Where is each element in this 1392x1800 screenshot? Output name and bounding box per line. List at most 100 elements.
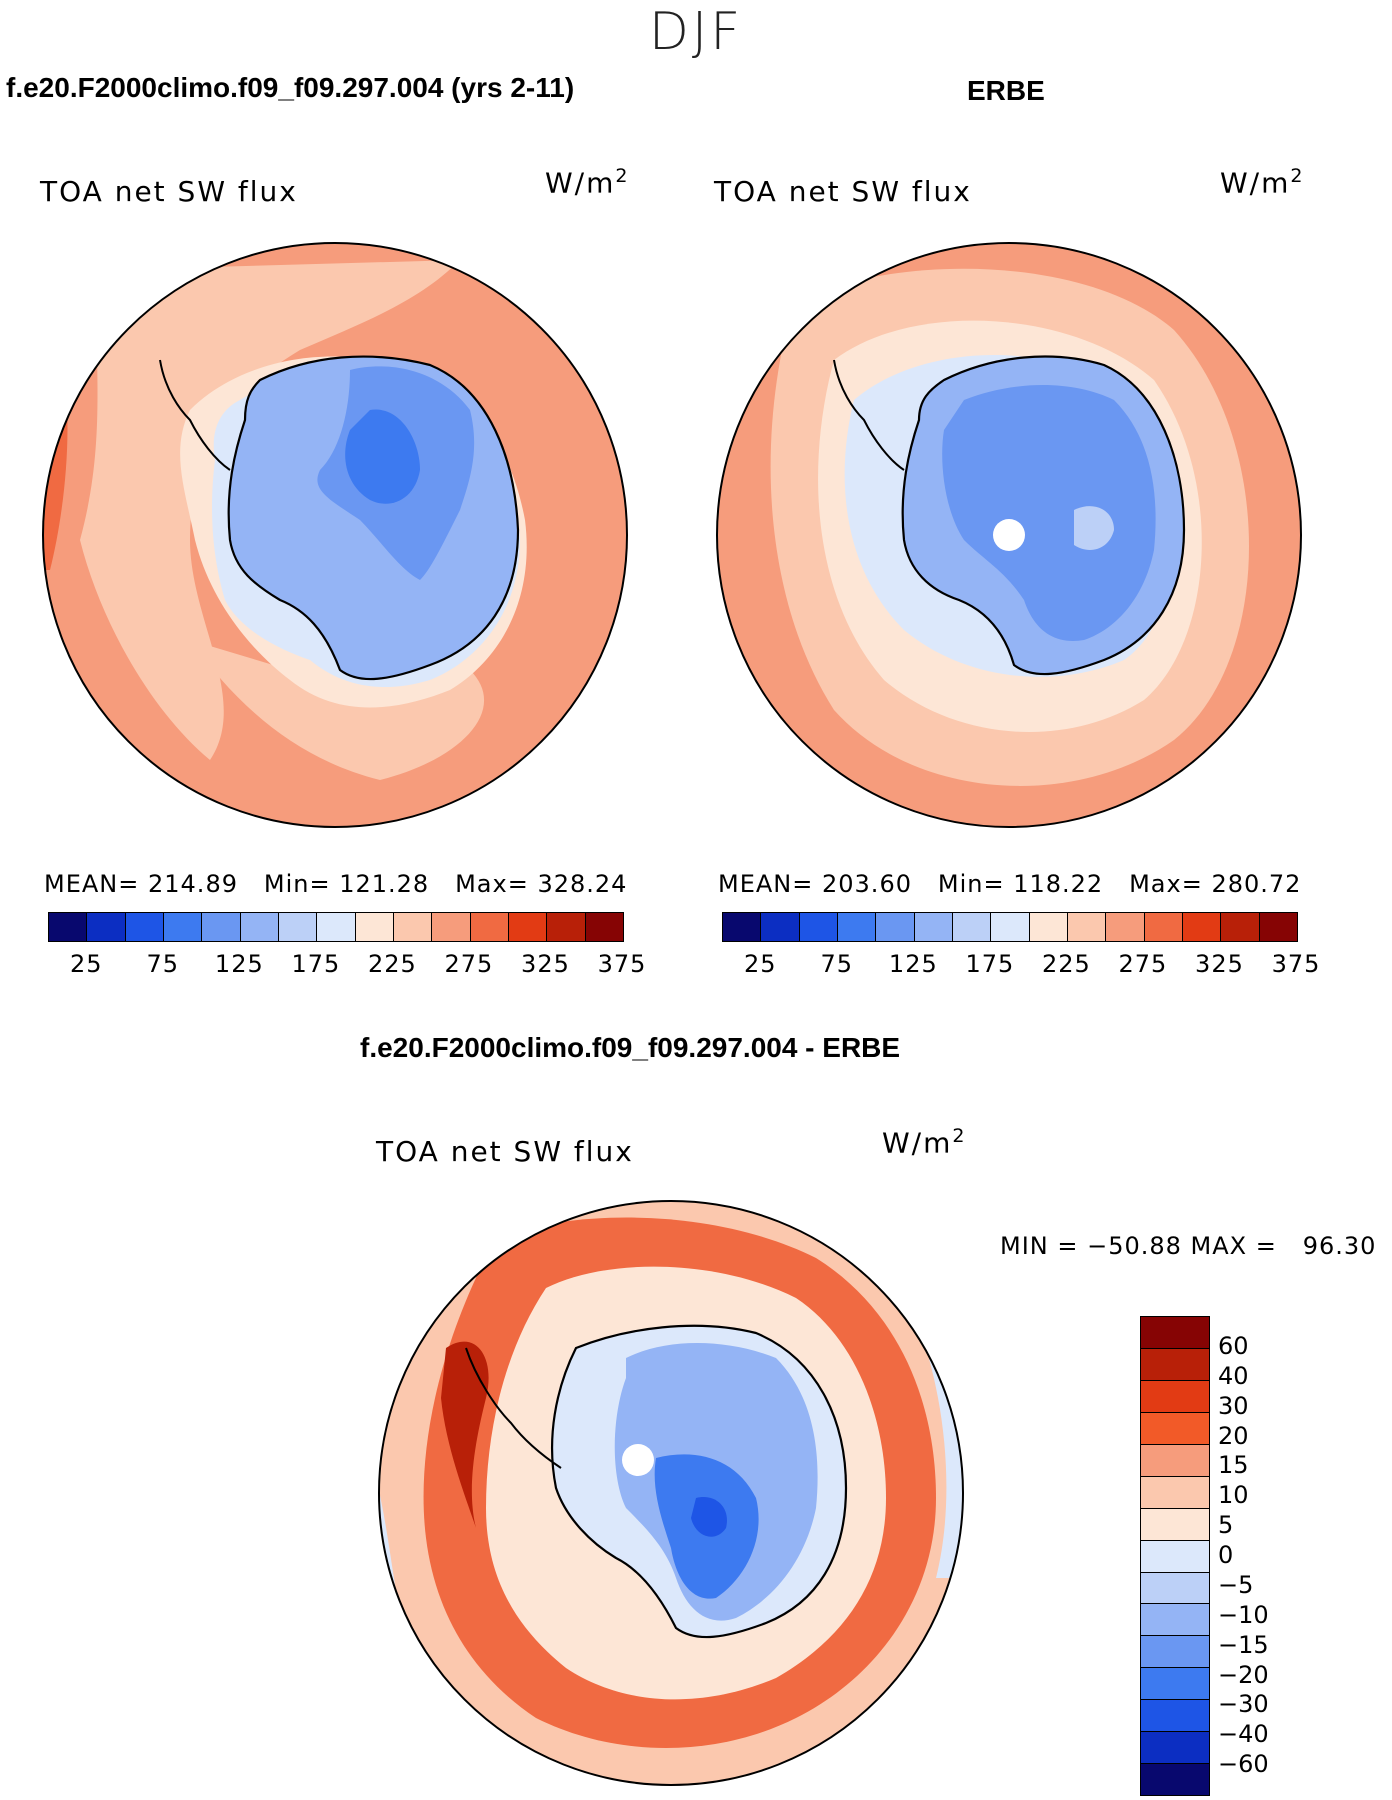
model-colorbar-swatch: [585, 913, 623, 941]
model-colorbar-tick-label: 275: [444, 950, 494, 978]
diff-colorbar-tick-label: −20: [1218, 1660, 1269, 1689]
coastline: [227, 355, 520, 681]
shade-250-south: [190, 640, 485, 780]
obs-colorbar-swatch: [1259, 913, 1297, 941]
obs-colorbar-swatch: [876, 913, 915, 941]
diff-colorbar-swatch: [1141, 1476, 1209, 1509]
diff-colorbar-swatch: [1141, 1348, 1209, 1381]
model-colorbar-swatch: [508, 913, 548, 941]
obs-colorbar-swatch: [1221, 913, 1260, 941]
model-colorbar-swatch: [240, 913, 279, 941]
diff-colorbar-swatch: [1141, 1604, 1209, 1637]
diff-colorbar-tick-label: −40: [1218, 1720, 1269, 1749]
map-boundary: [378, 1200, 964, 1786]
obs-colorbar-swatch: [1144, 913, 1183, 941]
diff-colorbar-swatch: [1141, 1732, 1209, 1765]
model-colorbar-tick-label: 75: [146, 950, 180, 978]
interior-150: [942, 385, 1156, 641]
shade-250: [80, 260, 460, 760]
obs-field-label: TOA net SW flux: [714, 175, 972, 208]
diff-colorbar-tick-label: 15: [1218, 1451, 1249, 1480]
model-units: W/m2: [545, 165, 630, 200]
model-colorbar-tick-label: 125: [214, 950, 264, 978]
diff-colorbar-swatch: [1141, 1700, 1209, 1733]
model-colorbar-swatch: [470, 913, 509, 941]
obs-colorbar-tick-label: 325: [1195, 950, 1244, 978]
model-colorbar-swatch: [49, 913, 88, 941]
model-colorbar-swatch: [393, 913, 433, 941]
diff-colorbar-tick-label: 10: [1218, 1481, 1249, 1510]
diff-colorbar-swatch: [1141, 1636, 1209, 1669]
model-colorbar-tick-label: 175: [291, 950, 341, 978]
diff-colorbar-swatch: [1141, 1508, 1209, 1541]
obs-colorbar-swatch: [952, 913, 992, 941]
model-colorbar-tick-label: 225: [367, 950, 417, 978]
pole-hole: [993, 519, 1025, 551]
obs-colorbar-tick-label: 75: [820, 950, 854, 978]
diff-minmax: MIN = −50.88 MAX = 96.30: [1000, 1232, 1377, 1260]
diff-colorbar-tick-label: −60: [1218, 1750, 1269, 1779]
model-colorbar-swatch: [432, 913, 471, 941]
model-colorbar-swatch: [547, 913, 586, 941]
diff-colorbar-swatch: [1141, 1540, 1209, 1573]
diff-panel-header: f.e20.F2000climo.f09_f09.297.004 - ERBE: [360, 1032, 901, 1063]
model-colorbar-swatch: [87, 913, 126, 941]
obs-colorbar-swatch: [799, 913, 838, 941]
diff-colorbar-swatch: [1141, 1317, 1209, 1349]
model-colorbar-ticks: 25 75 125 175 225 275 325 375: [48, 950, 645, 980]
obs-colorbar-tick-label: 275: [1118, 950, 1168, 978]
interior-200: [1074, 506, 1114, 550]
diff-field-label: TOA net SW flux: [376, 1135, 634, 1168]
peninsula-coast: [833, 359, 905, 471]
peninsula-40: [441, 1341, 489, 1528]
obs-colorbar-swatch: [761, 913, 800, 941]
diff-colorbar-swatch: [1141, 1668, 1209, 1701]
model-colorbar-swatch: [355, 913, 394, 941]
model-colorbar-swatch: [125, 913, 164, 941]
model-colorbar-tick-label: 25: [69, 950, 103, 978]
model-field-label: TOA net SW flux: [40, 175, 298, 208]
peninsula-coast: [465, 1347, 562, 1469]
diff-colorbar-tick-label: 0: [1218, 1541, 1234, 1569]
obs-colorbar-tick-label: 175: [965, 950, 1015, 978]
diff-colorbar-tick-label: 40: [1218, 1361, 1249, 1390]
obs-stats: MEAN= 203.60 Min= 118.22 Max= 280.72: [718, 870, 1302, 898]
diff-colorbar-tick-label: 5: [1218, 1511, 1234, 1540]
obs-colorbar-swatch: [914, 913, 953, 941]
diff-colorbar-tick-label: −15: [1218, 1630, 1269, 1659]
obs-colorbar-tick-label: 375: [1271, 950, 1321, 978]
diff-colorbar-swatch: [1141, 1412, 1209, 1445]
obs-polar-map: [716, 242, 1302, 828]
diff-colorbar-swatch: [1141, 1380, 1209, 1413]
pole-hole: [622, 1444, 654, 1476]
obs-colorbar: [722, 912, 1298, 942]
diff-colorbar-tick-label: −10: [1218, 1600, 1269, 1629]
diff-colorbar-tick-label: −30: [1218, 1690, 1269, 1719]
model-stats: MEAN= 214.89 Min= 121.28 Max= 328.24: [44, 870, 628, 898]
obs-colorbar-tick-label: 25: [743, 950, 777, 978]
model-colorbar-swatch: [278, 913, 318, 941]
diff-colorbar-tick-label: 60: [1218, 1331, 1249, 1360]
interior-125: [345, 409, 420, 504]
map-boundary: [42, 242, 628, 828]
diff-colorbar-swatch: [1141, 1444, 1209, 1477]
diff-colorbar-swatch: [1141, 1764, 1209, 1796]
diff-colorbar-swatch: [1141, 1572, 1209, 1605]
diff-colorbar-tick-label: −5: [1218, 1570, 1254, 1599]
diff-colorbar: [1140, 1316, 1210, 1796]
land-neg30: [691, 1497, 727, 1537]
obs-colorbar-tick-label: 225: [1041, 950, 1091, 978]
obs-colorbar-swatch: [1106, 913, 1145, 941]
peninsula-coast: [159, 359, 231, 471]
obs-colorbar-swatch: [837, 913, 877, 941]
diff-polar-map: [378, 1200, 964, 1786]
obs-colorbar-swatch: [991, 913, 1030, 941]
diff-colorbar-tick-label: 20: [1218, 1421, 1249, 1450]
coastline: [551, 1324, 848, 1639]
model-colorbar-tick-label: 375: [597, 950, 647, 978]
obs-colorbar-swatch: [1029, 913, 1068, 941]
obs-colorbar-swatch: [1067, 913, 1107, 941]
map-boundary: [716, 242, 1302, 828]
model-colorbar: [48, 912, 624, 942]
diff-units: W/m2: [882, 1125, 967, 1160]
